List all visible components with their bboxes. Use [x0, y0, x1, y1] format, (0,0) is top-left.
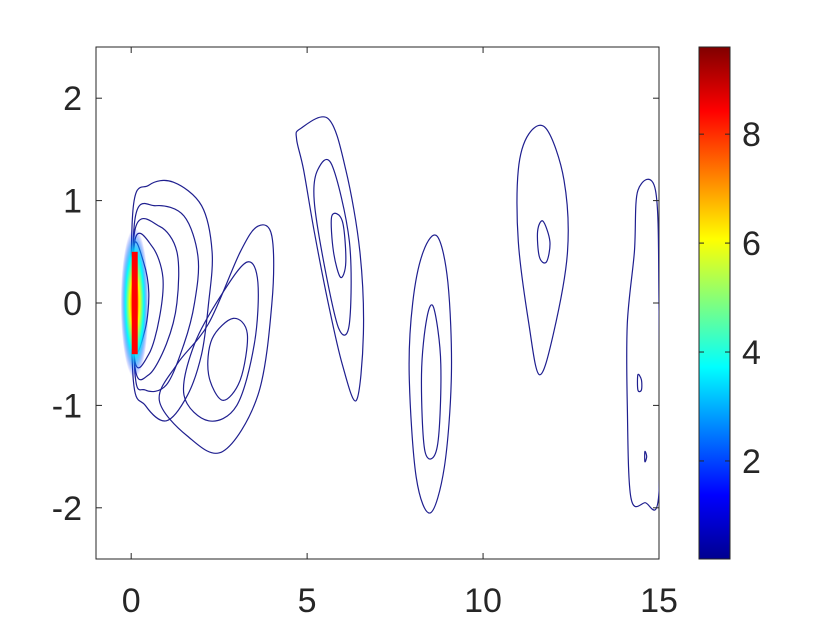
plot-area — [95, 46, 660, 560]
contour-line — [636, 373, 643, 393]
colorbar-tick-label: 4 — [742, 334, 761, 372]
contour-line — [158, 224, 275, 454]
contour-line — [536, 220, 551, 264]
y-tick-label: 1 — [63, 183, 82, 221]
colorbar-ticks: 2 4 6 8 — [699, 116, 761, 481]
y-axis: -2 -1 0 1 2 — [52, 80, 659, 528]
contour-line — [516, 124, 569, 376]
plate-region — [120, 227, 149, 379]
x-tick-label: 0 — [122, 582, 141, 620]
colorbar-tick-label: 8 — [742, 116, 761, 154]
colorbar-tick-label: 2 — [742, 443, 761, 481]
y-tick-label: 2 — [63, 80, 82, 118]
contour-line — [313, 158, 352, 336]
x-tick-label: 15 — [640, 582, 678, 620]
y-tick-label: -1 — [52, 387, 82, 425]
contour-line — [626, 178, 659, 511]
y-tick-label: -2 — [52, 490, 82, 528]
colorbar — [698, 46, 731, 560]
contour-line — [644, 450, 648, 463]
x-tick-label: 10 — [464, 582, 502, 620]
contour-lines — [130, 116, 659, 514]
x-tick-label: 5 — [298, 582, 317, 620]
contour-line — [330, 212, 347, 279]
contour-line — [207, 317, 249, 401]
contour-line — [420, 304, 442, 460]
y-tick-label: 0 — [63, 285, 82, 323]
contour-line — [408, 234, 453, 514]
x-axis: 0 5 10 15 — [122, 47, 678, 620]
contour-line — [182, 261, 259, 422]
contour-line — [130, 179, 213, 422]
contour-line — [295, 116, 365, 402]
plate — [131, 251, 138, 355]
colorbar-tick-label: 6 — [742, 225, 761, 263]
